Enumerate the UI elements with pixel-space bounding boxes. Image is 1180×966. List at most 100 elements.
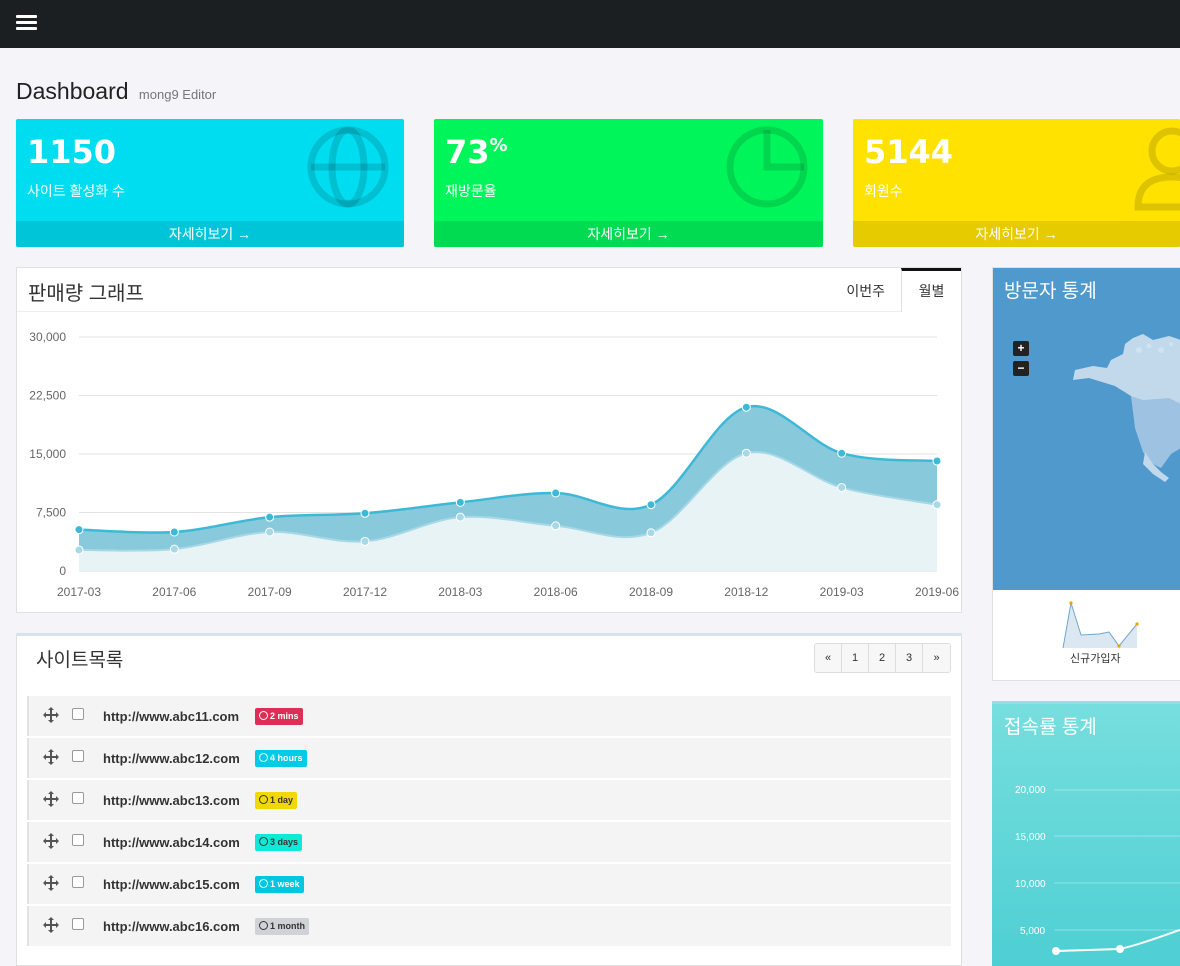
- stat-label: 사이트 활성화 수: [27, 183, 125, 199]
- zoom-in-button[interactable]: +: [1013, 341, 1029, 356]
- site-url: http://www.abc13.com: [103, 793, 240, 808]
- time-badge: 1 day: [255, 792, 298, 809]
- row-checkbox[interactable]: [72, 792, 84, 804]
- globe-icon: [307, 126, 389, 208]
- row-checkbox[interactable]: [72, 750, 84, 762]
- stat-value: 73%: [445, 133, 508, 171]
- x-tick-label: 2017-12: [343, 585, 387, 599]
- table-row[interactable]: http://www.abc15.com 1 week: [27, 864, 951, 904]
- y-tick-label: 10,000: [1015, 879, 1046, 890]
- clock-icon: [259, 837, 268, 846]
- table-row[interactable]: http://www.abc14.com 3 days: [27, 822, 951, 862]
- page-subtitle: mong9 Editor: [138, 87, 217, 102]
- table-row[interactable]: http://www.abc13.com 1 day: [27, 780, 951, 820]
- clock-icon: [259, 921, 268, 930]
- time-badge: 1 week: [255, 876, 304, 893]
- series-1-point: [741, 402, 751, 412]
- clock-icon: [259, 795, 268, 804]
- badge-text: 1 day: [270, 795, 294, 805]
- y-tick-label: 22,500: [29, 389, 66, 403]
- series-1-point: [455, 497, 465, 507]
- row-checkbox[interactable]: [72, 834, 84, 846]
- pager-page-1[interactable]: 1: [842, 644, 869, 672]
- move-icon[interactable]: [43, 707, 59, 723]
- table-row[interactable]: http://www.abc12.com 4 hours: [27, 738, 951, 778]
- stat-value: 1150: [27, 133, 117, 171]
- x-tick-label: 2018-03: [438, 585, 482, 599]
- panel-header: 판매량 그래프 이번주 월별: [17, 268, 961, 312]
- move-icon[interactable]: [43, 833, 59, 849]
- world-map[interactable]: 방문자 통계 + −: [993, 268, 1180, 590]
- y-tick-label: 0: [59, 564, 66, 578]
- row-checkbox[interactable]: [72, 708, 84, 720]
- time-badge: 3 days: [255, 834, 303, 851]
- pager-page-2[interactable]: 2: [869, 644, 896, 672]
- access-stats-panel: 접속률 통계 20,000 15,000 10,000 5,000: [992, 701, 1180, 966]
- series-2-point: [551, 521, 561, 531]
- series-2-point: [455, 512, 465, 522]
- series-1-point: [360, 508, 370, 518]
- signup-sparkline: [1062, 601, 1139, 649]
- pager-page-3[interactable]: 3: [896, 644, 923, 672]
- move-icon[interactable]: [43, 917, 59, 933]
- series-2-area: [79, 452, 937, 571]
- badge-text: 1 week: [270, 879, 300, 889]
- row-checkbox[interactable]: [72, 918, 84, 930]
- x-tick-label: 2017-06: [152, 585, 196, 599]
- clock-icon: [259, 753, 268, 762]
- panel-title: 접속률 통계: [1004, 717, 1097, 738]
- table-row[interactable]: http://www.abc16.com 1 month: [27, 906, 951, 946]
- panel-title: 판매량 그래프: [28, 283, 144, 305]
- x-tick-label: 2019-06: [915, 585, 959, 599]
- x-tick-label: 2018-09: [629, 585, 673, 599]
- table-row[interactable]: http://www.abc11.com 2 mins: [27, 696, 951, 736]
- stat-more-link[interactable]: 자세히보기 →: [16, 221, 404, 247]
- zoom-out-button[interactable]: −: [1013, 361, 1029, 376]
- site-url: http://www.abc16.com: [103, 919, 240, 934]
- move-icon[interactable]: [43, 875, 59, 891]
- user-icon: [1134, 127, 1180, 211]
- series-1-point: [265, 512, 275, 522]
- site-url: http://www.abc14.com: [103, 835, 240, 850]
- pager-prev[interactable]: «: [815, 644, 842, 672]
- sales-area-chart: 0 7,500 15,000 22,500 30,000 2017-03 2017-06 20…: [29, 330, 959, 599]
- move-icon[interactable]: [43, 791, 59, 807]
- series-1-point: [837, 448, 847, 458]
- badge-text: 4 hours: [270, 753, 303, 763]
- badge-text: 3 days: [270, 837, 299, 847]
- series-1-point: [551, 488, 561, 498]
- series-2-point: [360, 536, 370, 546]
- stat-label: 회원수: [864, 183, 903, 199]
- stat-value: 5144: [864, 133, 954, 171]
- y-tick-label: 30,000: [29, 330, 66, 344]
- stat-more-link[interactable]: 자세히보기 →: [853, 221, 1180, 247]
- chart-tabs: 이번주 월별: [830, 268, 961, 312]
- series-2-point: [646, 528, 656, 538]
- visitor-stats-panel: 방문자 통계 + − 신규가입자: [992, 267, 1180, 681]
- map-land-shape: [1073, 334, 1180, 482]
- time-badge: 1 month: [255, 918, 309, 935]
- stat-label: 재방문율: [445, 183, 497, 199]
- stat-more-link[interactable]: 자세히보기 →: [434, 221, 823, 247]
- sales-chart-panel: 판매량 그래프 이번주 월별 0 7,500 15,000 22,500 30,000 2…: [16, 267, 962, 613]
- move-icon[interactable]: [43, 749, 59, 765]
- top-navbar: [0, 0, 1180, 48]
- menu-icon[interactable]: [16, 15, 37, 31]
- stat-box-members: 5144 회원수 자세히보기 →: [853, 119, 1180, 247]
- series-2-point: [741, 448, 751, 458]
- tab-monthly[interactable]: 월별: [901, 268, 961, 312]
- series-2-point: [265, 527, 275, 537]
- tab-this-week[interactable]: 이번주: [846, 283, 885, 299]
- x-tick-label: 2018-06: [534, 585, 578, 599]
- series-2-point: [169, 544, 179, 554]
- pie-chart-icon: [726, 126, 808, 208]
- x-tick-label: 2018-12: [724, 585, 768, 599]
- sparkline-label: 신규가입자: [1070, 653, 1121, 665]
- series-2-point: [837, 483, 847, 493]
- pager-next[interactable]: »: [923, 644, 950, 672]
- series-1-point: [169, 527, 179, 537]
- x-tick-label: 2017-09: [248, 585, 292, 599]
- x-tick-label: 2017-03: [57, 585, 101, 599]
- row-checkbox[interactable]: [72, 876, 84, 888]
- time-badge: 2 mins: [255, 708, 303, 725]
